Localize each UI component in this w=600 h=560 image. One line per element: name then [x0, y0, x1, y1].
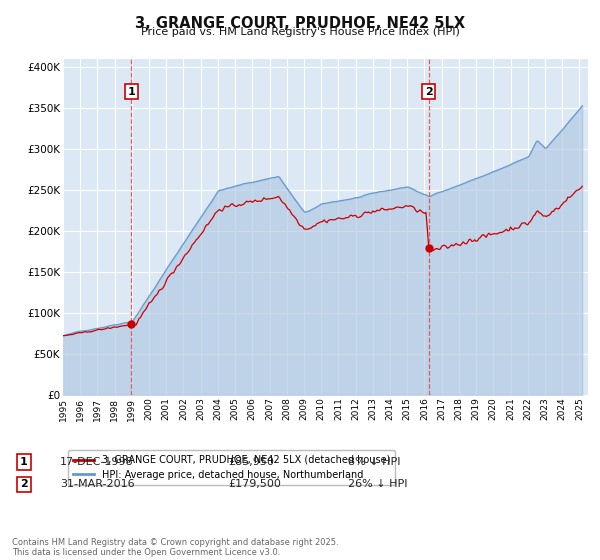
- Text: 3, GRANGE COURT, PRUDHOE, NE42 5LX: 3, GRANGE COURT, PRUDHOE, NE42 5LX: [135, 16, 465, 31]
- Legend: 3, GRANGE COURT, PRUDHOE, NE42 5LX (detached house), HPI: Average price, detache: 3, GRANGE COURT, PRUDHOE, NE42 5LX (deta…: [68, 450, 395, 484]
- Text: 2: 2: [20, 479, 28, 489]
- Text: 8% ↓ HPI: 8% ↓ HPI: [348, 457, 401, 467]
- Text: Price paid vs. HM Land Registry's House Price Index (HPI): Price paid vs. HM Land Registry's House …: [140, 27, 460, 37]
- Text: £179,500: £179,500: [228, 479, 281, 489]
- Text: £85,950: £85,950: [228, 457, 274, 467]
- Text: 1: 1: [127, 87, 135, 96]
- Text: 26% ↓ HPI: 26% ↓ HPI: [348, 479, 407, 489]
- Text: 17-DEC-1998: 17-DEC-1998: [60, 457, 134, 467]
- Text: 2: 2: [425, 87, 433, 96]
- Text: Contains HM Land Registry data © Crown copyright and database right 2025.
This d: Contains HM Land Registry data © Crown c…: [12, 538, 338, 557]
- Text: 31-MAR-2016: 31-MAR-2016: [60, 479, 134, 489]
- Text: 1: 1: [20, 457, 28, 467]
